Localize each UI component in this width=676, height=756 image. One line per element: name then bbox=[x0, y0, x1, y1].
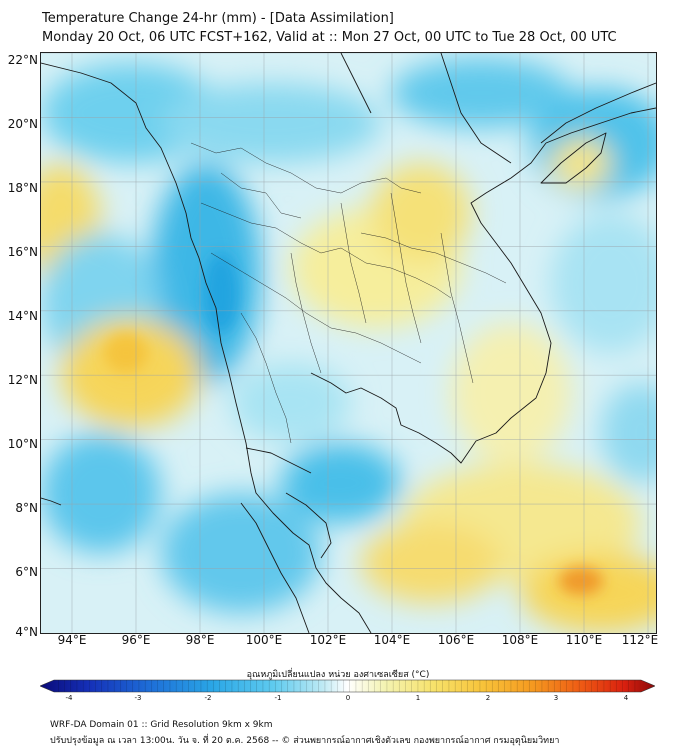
shading-layer bbox=[41, 58, 656, 633]
lat-label-22n: 22°N bbox=[7, 53, 38, 67]
lat-label-4n: 4°N bbox=[15, 625, 38, 639]
colorbar-title: อุณหภูมิเปลี่ยนแปลง หน่วย องศาเซลเซียส (… bbox=[246, 670, 430, 680]
lon-label-100e: 100°E bbox=[245, 633, 283, 647]
map-title: Temperature Change 24-hr (mm) - [Data As… bbox=[42, 11, 394, 26]
colorbar-tick-1: 1 bbox=[415, 694, 421, 702]
lat-label-20n: 20°N bbox=[7, 117, 38, 131]
colorbar-tick-2: 2 bbox=[485, 694, 491, 702]
lon-label-112e: 112°E bbox=[621, 633, 659, 647]
lat-label-16n: 16°N bbox=[7, 245, 38, 259]
lat-label-14n: 14°N bbox=[7, 309, 38, 323]
map-panel bbox=[40, 52, 657, 634]
lat-label-10n: 10°N bbox=[7, 437, 38, 451]
map-subtitle: Monday 20 Oct, 06 UTC FCST+162, Valid at… bbox=[42, 30, 617, 45]
lat-label-12n: 12°N bbox=[7, 373, 38, 387]
footer-model-info: WRF-DA Domain 01 :: Grid Resolution 9km … bbox=[50, 720, 273, 730]
lon-label-110e: 110°E bbox=[565, 633, 603, 647]
lon-label-104e: 104°E bbox=[373, 633, 411, 647]
lon-label-94e: 94°E bbox=[57, 633, 87, 647]
colorbar-tick-minus2: -2 bbox=[204, 694, 212, 702]
lon-label-108e: 108°E bbox=[501, 633, 539, 647]
colorbar-tick-minus1: -1 bbox=[274, 694, 282, 702]
temperature-change-field bbox=[41, 53, 656, 633]
admin-borders bbox=[190, 142, 507, 444]
lon-label-106e: 106°E bbox=[437, 633, 475, 647]
colorbar bbox=[40, 679, 655, 693]
lat-label-18n: 18°N bbox=[7, 181, 38, 195]
lat-label-8n: 8°N bbox=[15, 501, 38, 515]
lat-label-6n: 6°N bbox=[15, 565, 38, 579]
lon-label-96e: 96°E bbox=[121, 633, 151, 647]
gridlines bbox=[41, 53, 656, 633]
colorbar-tick-4: 4 bbox=[623, 694, 629, 702]
colorbar-tick-minus4: -4 bbox=[65, 694, 73, 702]
lon-label-98e: 98°E bbox=[185, 633, 215, 647]
footer-credit: ปรับปรุงข้อมูล ณ เวลา 13:00น. วัน จ. ที่… bbox=[50, 736, 560, 746]
colorbar-tick-3: 3 bbox=[553, 694, 559, 702]
colorbar-tick-0: 0 bbox=[345, 694, 351, 702]
colorbar-tick-minus3: -3 bbox=[134, 694, 142, 702]
coastlines bbox=[41, 53, 656, 633]
lon-label-102e: 102°E bbox=[309, 633, 347, 647]
